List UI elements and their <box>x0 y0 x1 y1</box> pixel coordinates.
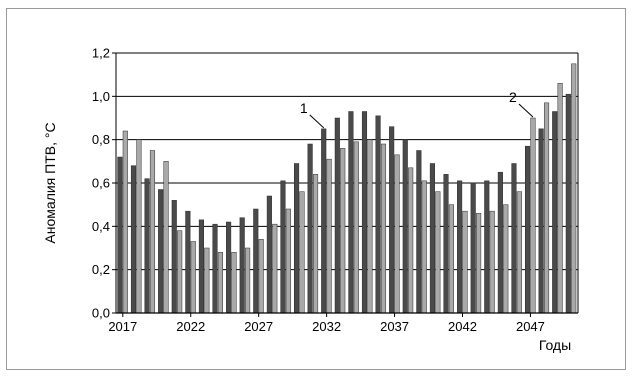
x-tick-label: 2042 <box>448 319 477 334</box>
bar-series-2-2050 <box>571 63 577 314</box>
y-tick-label: 0,0 <box>92 306 110 321</box>
ticks-layer: 0,0 0,2 0,4 0,6 0,8 1,0 1,2 2017 2022 2027 2032 203… <box>92 46 545 335</box>
bar-series-2-2043 <box>476 213 482 314</box>
bar-series-2-2028 <box>272 223 278 314</box>
x-tick-label: 2027 <box>244 319 273 334</box>
y-tick-label: 0,6 <box>92 176 110 191</box>
bar-series-1-2026 <box>239 217 245 314</box>
bar-series-2-2023 <box>204 247 210 314</box>
bar-series-2-2049 <box>557 83 563 314</box>
bar-series-2-2025 <box>231 252 237 314</box>
bar-series-2-2042 <box>462 210 468 314</box>
bar-series-2-2027 <box>258 239 264 314</box>
bar-series-2-2047 <box>530 117 536 314</box>
bar-series-2-2038 <box>408 167 414 314</box>
bars-layer <box>117 63 577 314</box>
bar-series-1-2018 <box>130 165 137 314</box>
bar-series-1-2047 <box>524 145 531 314</box>
annotation-leader <box>309 114 325 129</box>
x-tick-label: 2047 <box>516 319 545 334</box>
bar-series-2-2030 <box>299 191 305 314</box>
y-tick-label: 1,0 <box>92 89 110 104</box>
x-axis-title: Годы <box>539 337 571 353</box>
bar-series-1-2027 <box>253 208 259 314</box>
bar-series-2-2021 <box>177 230 183 314</box>
bar-series-1-2028 <box>266 195 272 314</box>
bar-series-1-2025 <box>226 221 232 314</box>
bar-series-2-2033 <box>340 148 346 314</box>
annotation-leader <box>518 103 534 118</box>
bar-series-1-2042 <box>457 180 463 314</box>
bar-series-2-2020 <box>163 161 169 314</box>
bar-series-1-2030 <box>293 163 300 314</box>
bar-series-1-2023 <box>198 219 204 314</box>
bar-series-2-2017 <box>122 130 128 314</box>
bar-series-1-2035 <box>361 111 368 314</box>
bar-series-1-2036 <box>375 115 381 314</box>
bar-series-2-2044 <box>489 210 495 314</box>
bar-series-1-2034 <box>348 111 354 314</box>
bar-series-2-2019 <box>149 150 156 314</box>
y-tick-label: 1,2 <box>92 46 110 61</box>
bar-series-1-2041 <box>443 174 449 314</box>
bar-series-2-2046 <box>516 191 522 314</box>
bar-series-2-2039 <box>421 180 427 314</box>
bar-series-2-2026 <box>245 247 251 314</box>
bar-series-1-2032 <box>321 128 327 314</box>
bar-series-2-2035 <box>367 139 373 314</box>
bar-series-2-2036 <box>380 143 387 314</box>
bar-series-2-2041 <box>448 204 454 314</box>
bar-series-1-2017 <box>117 156 123 314</box>
bar-series-2-2022 <box>190 241 196 314</box>
x-tick-label: 2017 <box>108 319 137 334</box>
bar-series-1-2050 <box>565 93 571 314</box>
y-tick-label: 0,2 <box>92 262 110 277</box>
bar-series-1-2049 <box>552 111 558 314</box>
bar-series-2-2029 <box>285 208 291 314</box>
bar-series-1-2044 <box>484 180 490 314</box>
bar-series-2-2048 <box>543 102 550 314</box>
y-tick-label: 0,4 <box>92 219 110 234</box>
bar-series-1-2043 <box>470 182 476 314</box>
bar-series-2-2045 <box>503 204 509 314</box>
x-tick-label: 2022 <box>176 319 205 334</box>
x-tick-label: 2037 <box>380 319 409 334</box>
bar-series-1-2038 <box>402 139 408 314</box>
bar-series-2-2018 <box>136 139 142 314</box>
bar-series-1-2031 <box>307 143 313 314</box>
bar-series-1-2040 <box>429 163 435 314</box>
annotation-label-1: 1 <box>300 100 308 116</box>
bar-series-1-2039 <box>416 150 422 314</box>
x-tick-label: 2032 <box>312 319 341 334</box>
bar-series-2-2034 <box>353 141 359 314</box>
bar-series-1-2046 <box>511 163 517 314</box>
figure-frame <box>6 8 626 370</box>
bar-series-2-2040 <box>435 191 441 314</box>
annotation-label-2: 2 <box>509 89 517 105</box>
bar-series-1-2022 <box>185 210 191 314</box>
bar-series-2-2024 <box>217 252 223 314</box>
bar-series-1-2019 <box>144 178 150 314</box>
bar-series-1-2033 <box>334 117 340 314</box>
annotation-layer: 12 <box>300 89 534 129</box>
bar-series-1-2045 <box>497 171 503 314</box>
bar-series-1-2020 <box>158 189 164 314</box>
bar-series-1-2037 <box>389 126 395 314</box>
bar-series-1-2024 <box>212 223 218 314</box>
bar-series-2-2032 <box>326 158 332 314</box>
y-axis-title: Аномалия ПТВ, °С <box>42 122 58 243</box>
bar-series-2-2031 <box>312 174 319 314</box>
bar-series-1-2029 <box>280 180 286 314</box>
bar-series-2-2037 <box>394 154 400 314</box>
bar-series-1-2048 <box>538 128 544 314</box>
bar-series-1-2021 <box>171 200 177 314</box>
y-tick-label: 0,8 <box>92 132 110 147</box>
